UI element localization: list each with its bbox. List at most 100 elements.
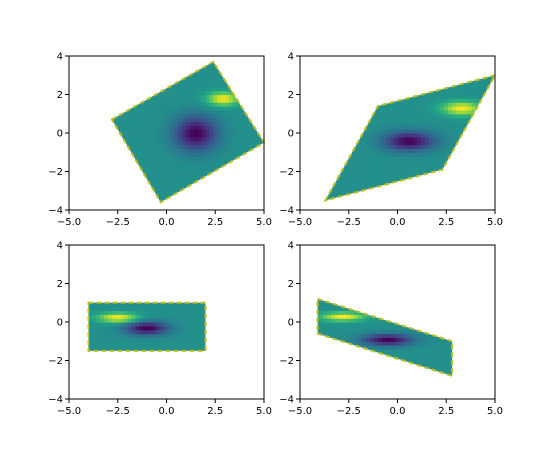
heat-cell <box>159 387 164 391</box>
heat-cell <box>96 56 101 60</box>
heat-cell <box>127 341 132 346</box>
heat-cell <box>104 133 109 137</box>
heat-cell <box>166 125 171 130</box>
heat-cell <box>73 318 78 322</box>
heat-cell <box>459 179 465 184</box>
heat-cell <box>89 172 94 176</box>
heat-cell <box>92 322 97 327</box>
heat-cell <box>225 202 230 206</box>
heat-cell <box>331 167 336 173</box>
heat-cell <box>236 133 242 138</box>
heat-cell <box>308 183 313 187</box>
heat-cell <box>471 183 477 188</box>
heat-cell <box>77 257 82 261</box>
heat-cell <box>393 94 399 99</box>
heat-cell <box>436 129 441 134</box>
heat-cell <box>354 79 360 84</box>
heat-cell <box>374 98 379 103</box>
heat-cell <box>256 140 261 146</box>
heat-cell <box>331 144 336 149</box>
heat-cell <box>197 163 203 169</box>
heat-cell <box>135 329 140 335</box>
heat-cell <box>325 171 328 176</box>
heat-cell <box>69 68 74 72</box>
heat-cell <box>397 152 402 157</box>
heat-cell <box>147 79 152 84</box>
heat-cell <box>385 163 391 169</box>
heat-cell <box>366 133 371 138</box>
heat-cell <box>487 98 492 103</box>
heat-cell <box>119 106 125 111</box>
heat-cell <box>374 179 379 184</box>
heat-cell <box>362 198 367 201</box>
heat-cell <box>362 140 367 146</box>
heat-cell <box>448 140 453 146</box>
heat-cell <box>320 64 325 68</box>
heat-cell <box>135 67 140 72</box>
heat-cell <box>358 82 363 88</box>
heat-cell <box>240 148 246 153</box>
heat-cell <box>389 198 395 201</box>
heat-cell <box>394 68 399 72</box>
heat-cell <box>236 67 242 72</box>
heat-cell <box>139 353 144 357</box>
heat-cell <box>135 113 140 119</box>
heat-cell <box>316 137 321 141</box>
heat-cell <box>256 190 261 196</box>
heat-cell <box>417 60 422 64</box>
heat-cell <box>100 260 105 264</box>
heat-cell <box>85 79 90 83</box>
heat-cell <box>452 136 457 142</box>
heat-cell <box>193 194 199 200</box>
heat-cell <box>444 75 449 76</box>
heat-cell <box>104 368 109 372</box>
heat-cell <box>452 98 457 103</box>
heat-cell <box>459 102 465 107</box>
heat-cell <box>166 129 171 134</box>
heat-cell <box>88 345 93 350</box>
heat-cell <box>304 164 309 168</box>
heat-cell <box>85 376 90 380</box>
heat-cell <box>385 109 391 115</box>
heat-cell <box>221 90 226 96</box>
heat-cell <box>409 163 414 169</box>
heat-cell <box>448 179 453 184</box>
heat-cell <box>81 175 86 179</box>
heat-cell <box>111 109 113 115</box>
heat-cell <box>325 102 328 107</box>
heat-cell <box>405 102 410 107</box>
heat-cell <box>77 152 82 156</box>
x-tick-label: 2.5 <box>438 217 454 228</box>
heat-cell <box>241 202 246 206</box>
heat-cell <box>81 257 86 261</box>
heat-cell <box>316 118 321 122</box>
heat-cell <box>170 167 175 173</box>
heat-cell <box>308 145 313 149</box>
heat-cell <box>189 144 195 149</box>
heat-cell <box>312 172 317 176</box>
heat-cell <box>147 163 152 169</box>
heat-cell <box>342 190 348 196</box>
heat-cell <box>147 329 152 335</box>
heat-cell <box>150 314 156 319</box>
heat-cell <box>381 190 387 196</box>
heat-cell <box>174 63 179 69</box>
heat-cell <box>252 61 257 65</box>
heat-cell <box>201 86 207 92</box>
heat-cell <box>354 121 360 126</box>
heat-cell <box>115 67 121 72</box>
heat-cell <box>339 102 344 107</box>
heat-cell <box>147 194 152 200</box>
heat-cell <box>135 333 140 338</box>
heat-cell <box>409 82 414 88</box>
heat-cell <box>398 64 403 68</box>
heat-cell <box>131 341 136 346</box>
heat-cell <box>81 330 86 334</box>
heat-cell <box>69 291 74 295</box>
heat-cell <box>366 202 371 206</box>
heat-cell <box>424 179 430 184</box>
heat-cell <box>459 86 465 92</box>
heat-cell <box>385 113 391 119</box>
heat-cell <box>240 90 246 96</box>
heat-cell <box>381 148 387 153</box>
